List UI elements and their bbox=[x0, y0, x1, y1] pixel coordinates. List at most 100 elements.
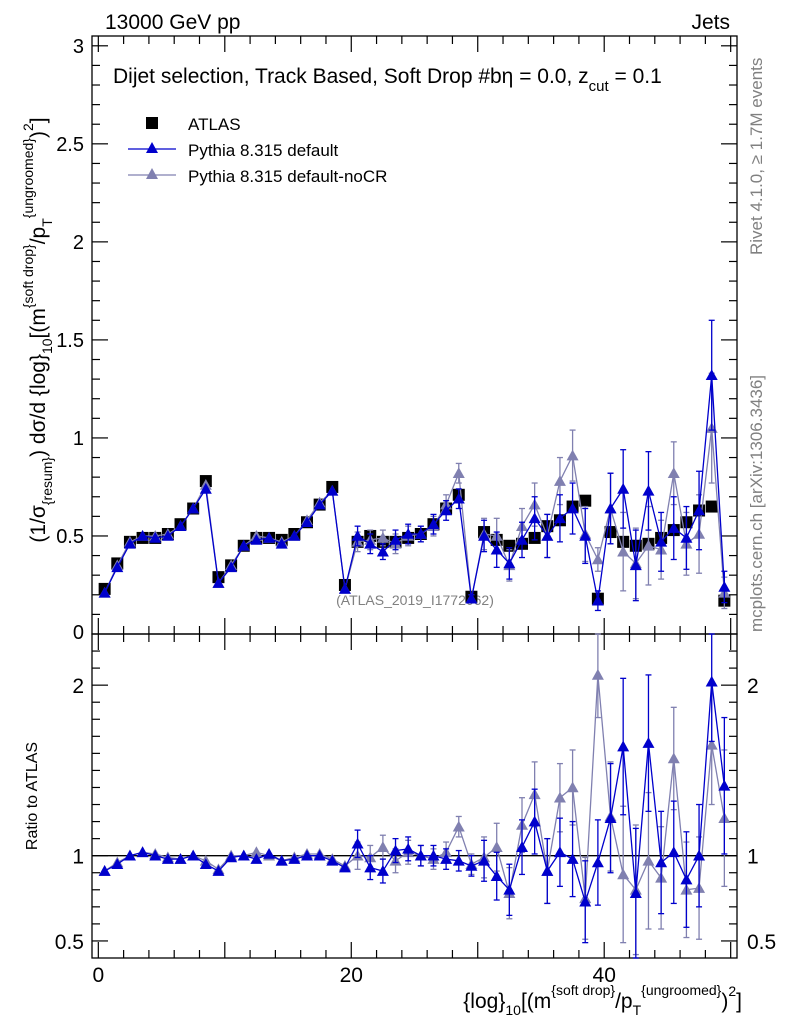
ratio-default-point bbox=[528, 815, 541, 827]
default-point bbox=[136, 529, 149, 541]
ratio-ytick-label-right: 1 bbox=[747, 846, 759, 869]
ratio-default-point bbox=[275, 854, 288, 866]
ratio-default-point bbox=[199, 858, 212, 870]
ratio-default-point bbox=[490, 870, 503, 881]
nocr-point bbox=[376, 531, 389, 543]
default-point bbox=[579, 529, 592, 541]
ratio-default-point bbox=[629, 887, 642, 898]
plot-title: Dijet selection, Track Based, Soft Drop … bbox=[113, 65, 662, 95]
ratio-ytick-label-right: 2 bbox=[747, 675, 759, 698]
ratio-default-point bbox=[212, 865, 225, 876]
default-point bbox=[516, 533, 528, 545]
ratio-default-point bbox=[503, 883, 516, 895]
ratio-default-point bbox=[680, 873, 693, 885]
default-point bbox=[503, 557, 516, 569]
ratio-nocr-point bbox=[376, 841, 389, 852]
ratio-default-point bbox=[123, 849, 136, 861]
ratio-default-point bbox=[225, 851, 238, 863]
ratio-nocr-point bbox=[553, 791, 566, 803]
ratio-default-point bbox=[667, 846, 680, 858]
default-point bbox=[414, 528, 427, 539]
ratio-default-point bbox=[98, 865, 111, 876]
ratio-default-point bbox=[414, 849, 427, 861]
nocr-point bbox=[553, 475, 566, 486]
main-series-group bbox=[98, 319, 731, 612]
default-point bbox=[680, 531, 693, 543]
main-ylabel: (1/σ{resum}) dσ/d {log}10[(m{soft drop}/… bbox=[20, 117, 55, 542]
main-ytick-label: 0.5 bbox=[56, 526, 84, 548]
default-point bbox=[338, 582, 351, 594]
default-point bbox=[629, 559, 642, 571]
ratio-series-group bbox=[98, 633, 731, 959]
ratio-default-point bbox=[237, 849, 250, 861]
ratio-default-point bbox=[553, 846, 566, 858]
analysis-watermark: (ATLAS_2019_I1772062) bbox=[336, 592, 494, 608]
ratio-default-point bbox=[174, 853, 187, 864]
default-point bbox=[541, 529, 554, 541]
legend-label-nocr: Pythia 8.315 default-noCR bbox=[188, 167, 387, 186]
legend-label-default: Pythia 8.315 default bbox=[188, 141, 339, 160]
ratio-default-point bbox=[604, 812, 617, 823]
ratio-default-point bbox=[263, 847, 276, 859]
default-point bbox=[187, 502, 200, 514]
ratio-default-line bbox=[104, 681, 725, 904]
default-point bbox=[617, 482, 630, 494]
default-point bbox=[111, 561, 124, 573]
main-ytick-label: 2.5 bbox=[56, 134, 84, 156]
legend: ATLAS Pythia 8.315 default Pythia 8.315 … bbox=[128, 115, 387, 186]
default-point bbox=[225, 561, 238, 573]
rivet-version-label: Rivet 4.1.0, ≥ 1.7M events bbox=[747, 58, 766, 255]
default-point bbox=[174, 520, 187, 531]
default-series bbox=[98, 319, 731, 612]
xtick-label: 0 bbox=[92, 964, 104, 987]
ratio-ytick-label-left: 1 bbox=[72, 846, 84, 869]
ratio-default-point bbox=[338, 861, 351, 873]
ratio-nocr-point bbox=[566, 781, 579, 793]
default-point bbox=[591, 594, 604, 606]
default-point bbox=[364, 537, 377, 549]
ratio-default-point bbox=[313, 849, 326, 861]
ratio-default-point bbox=[161, 853, 174, 864]
ratio-default-point bbox=[642, 737, 655, 748]
main-ytick-label: 1 bbox=[73, 428, 84, 450]
ratio-default-point bbox=[516, 841, 528, 852]
nocr-point bbox=[452, 467, 465, 479]
ratio-default-point bbox=[149, 849, 162, 861]
ratio-default-point bbox=[541, 865, 554, 876]
legend-label-atlas: ATLAS bbox=[188, 115, 241, 134]
legend-marker-atlas bbox=[146, 117, 158, 129]
default-point bbox=[161, 529, 174, 541]
ratio-panel-frame bbox=[91, 633, 738, 959]
ratio-ytick-label-left: 0.5 bbox=[55, 931, 84, 954]
ratio-default-point bbox=[452, 854, 465, 866]
ratio-axis-ticks: 0.5 0.51 12 20 20 40 bbox=[55, 634, 776, 987]
ratio-default-point bbox=[591, 856, 604, 868]
nocr-point bbox=[667, 467, 680, 479]
energy-label: 13000 GeV pp bbox=[105, 11, 240, 34]
default-point bbox=[705, 369, 718, 380]
ratio-nocr-point bbox=[705, 738, 718, 750]
default-point bbox=[718, 580, 731, 592]
ratio-default-point bbox=[427, 849, 440, 861]
ratio-ytick-label-left: 2 bbox=[72, 675, 84, 698]
default-point bbox=[351, 529, 364, 541]
ratio-default-point bbox=[250, 853, 263, 864]
default-point bbox=[149, 531, 162, 543]
ratio-default-point bbox=[376, 865, 389, 876]
default-point bbox=[440, 504, 453, 516]
ratio-default-point bbox=[364, 861, 377, 873]
default-point bbox=[301, 516, 313, 528]
default-point bbox=[528, 512, 541, 524]
atlas-point bbox=[579, 494, 592, 507]
ratio-default-point bbox=[389, 844, 402, 856]
default-point bbox=[123, 537, 136, 549]
ratio-default-point bbox=[351, 837, 364, 849]
default-point bbox=[376, 545, 389, 557]
default-point bbox=[275, 537, 288, 549]
default-point bbox=[566, 502, 579, 514]
default-point bbox=[250, 533, 263, 545]
ratio-nocr-point bbox=[617, 868, 630, 880]
ratio-nocr-point bbox=[642, 854, 655, 866]
default-point bbox=[288, 529, 301, 541]
